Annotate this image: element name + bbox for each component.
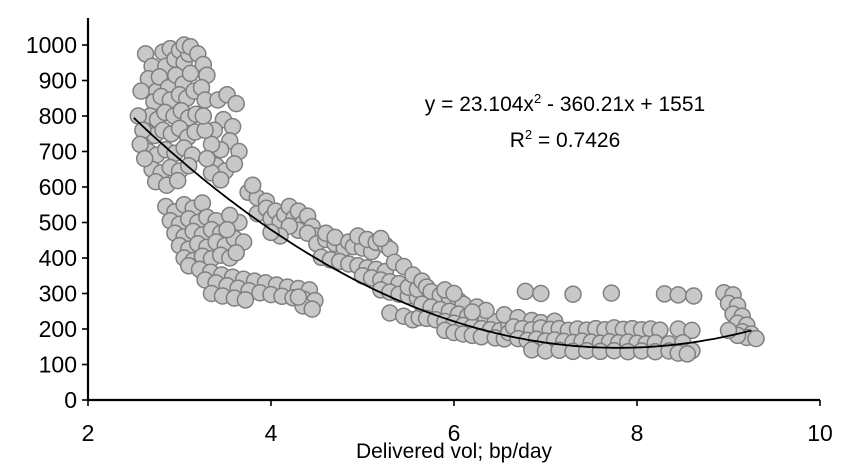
scatter-point [227, 243, 245, 262]
y-tick-label: 600 [39, 174, 77, 200]
scatter-point [196, 121, 214, 139]
scatter-point [218, 220, 236, 239]
trendline [133, 117, 752, 349]
scatter-point [445, 284, 463, 303]
x-tick-label: 4 [265, 420, 278, 446]
scatter-point [516, 282, 535, 301]
scatter-point [372, 229, 390, 248]
scatter-point [194, 107, 213, 125]
scatter-point [289, 288, 308, 306]
y-tick-label: 300 [39, 281, 77, 307]
y-tick-label: 100 [39, 352, 77, 378]
scatter-point [227, 94, 245, 113]
scatter-point [564, 285, 582, 303]
y-tick-label: 900 [39, 68, 77, 94]
y-tick-label: 800 [39, 103, 77, 129]
y-tick-label: 200 [39, 316, 77, 342]
y-tick-label: 500 [39, 210, 77, 236]
scatter-point [135, 149, 154, 168]
scatter-point [602, 284, 621, 302]
y-tick-label: 400 [39, 245, 77, 271]
scatter-point [243, 176, 262, 194]
scatter-point [683, 321, 701, 340]
scatter-point [684, 287, 703, 305]
x-tick-label: 10 [807, 420, 833, 446]
scatter-point [236, 291, 255, 309]
scatter-point [211, 171, 230, 189]
scatter-point [225, 155, 244, 173]
y-tick-label: 1000 [26, 32, 77, 58]
scatter-point [747, 329, 765, 348]
scatter-point [223, 117, 242, 136]
y-tick-label: 0 [64, 387, 77, 413]
x-tick-label: 6 [448, 420, 461, 446]
scatter-point [463, 303, 482, 321]
y-tick-label: 700 [39, 139, 77, 165]
scatter-point [221, 206, 239, 225]
x-tick-label: 8 [631, 420, 644, 446]
x-tick-label: 2 [82, 420, 95, 446]
scatter-point [134, 121, 152, 139]
scatter-point [168, 171, 187, 190]
scatter-point [532, 284, 550, 303]
scatter-point [669, 286, 687, 304]
scatter-point [678, 345, 697, 363]
scatter-point [198, 149, 216, 168]
scatter-point [262, 223, 280, 242]
scatter-point [132, 82, 150, 100]
scatter-point [303, 300, 321, 318]
